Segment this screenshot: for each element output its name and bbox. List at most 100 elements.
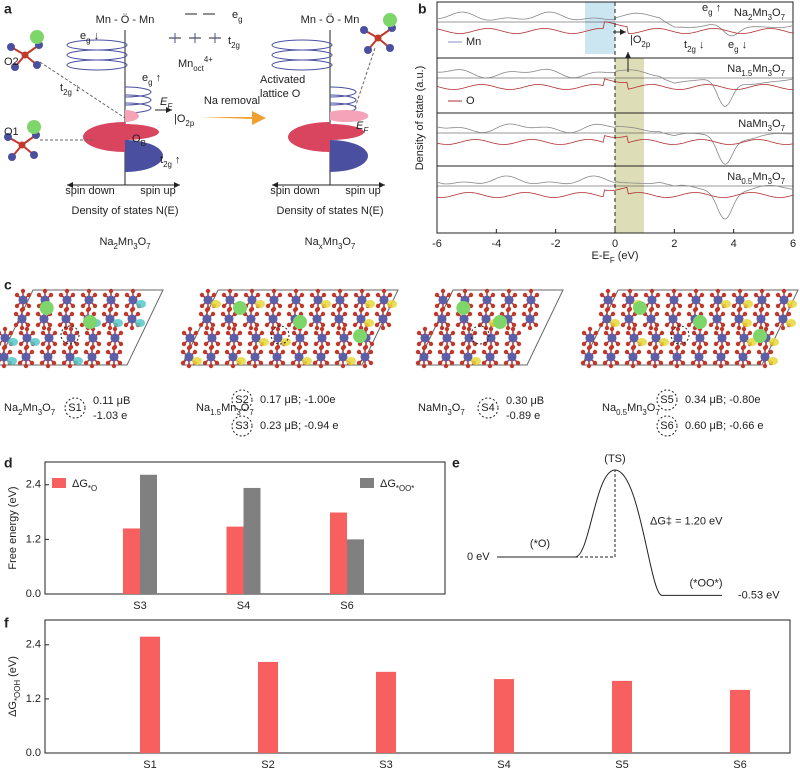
o-atom: [264, 311, 270, 317]
spin-density: [721, 300, 731, 308]
o-atom: [358, 307, 364, 313]
mn-atom: [88, 333, 98, 343]
o-atom: [80, 303, 86, 309]
dos-curve-mn: [436, 175, 794, 220]
o-atom: [96, 330, 102, 336]
energy-label: ΔG‡ = 1.20 eV: [650, 515, 723, 527]
o-atom: [114, 292, 120, 298]
mn-atom: [338, 352, 348, 362]
text-part: Mn: [752, 7, 767, 19]
mn-atom: [206, 352, 216, 362]
o-atom: [26, 303, 32, 309]
o-atom: [512, 292, 518, 298]
spin-density: [255, 300, 265, 308]
spin-density: [346, 357, 356, 365]
o-atom: [659, 330, 665, 336]
text-part: 2g: [687, 45, 696, 54]
o-atom: [258, 360, 264, 366]
spin-density: [236, 357, 246, 365]
eg-up-band: [329, 94, 357, 106]
axis-label: Density of states N(E): [277, 205, 384, 217]
o-atom: [237, 341, 243, 347]
text-part: 7: [460, 408, 464, 417]
band-label: eg ↓: [80, 30, 99, 45]
o-atom: [252, 363, 258, 369]
o-atom: [747, 330, 753, 336]
formula: Na2Mn3O7: [99, 236, 150, 251]
text-part: Na: [602, 402, 617, 414]
o-atom: [83, 360, 89, 366]
site-marker: [656, 389, 678, 411]
o-atom: [202, 360, 208, 366]
o-atom: [580, 360, 586, 366]
subpanel-label: Na2Mn3O7: [734, 7, 785, 22]
text-part: 2: [748, 13, 752, 22]
o-atom: [456, 292, 462, 298]
o-atom: [286, 311, 292, 317]
o-atom: [79, 311, 85, 317]
o-atom: [374, 322, 380, 328]
text-part: O: [772, 171, 781, 183]
o-atom: [224, 349, 230, 355]
o-atom: [655, 292, 661, 298]
mn-atom: [603, 295, 613, 305]
na-atom: [493, 315, 507, 329]
o-atom: [652, 363, 658, 369]
o-atom: [449, 360, 455, 366]
o-atom: [488, 326, 494, 332]
o-atom: [598, 311, 604, 317]
o-atom: [737, 288, 743, 294]
text-part: g: [708, 8, 712, 17]
o-atom: [746, 349, 752, 355]
o-atom: [106, 341, 112, 347]
o-atom: [533, 311, 539, 317]
o-atom: [686, 322, 692, 328]
o-atom: [25, 311, 31, 317]
o-atom: [39, 349, 45, 355]
o-atom: [658, 349, 664, 355]
o-atom: [23, 363, 29, 369]
spin-density: [364, 319, 374, 327]
o-atom: [714, 325, 720, 331]
mn-atom: [712, 314, 722, 324]
na-atom: [633, 301, 647, 315]
o-atom: [534, 292, 540, 298]
atom: [30, 151, 38, 159]
o-atom: [615, 341, 621, 347]
o-atom: [516, 330, 522, 336]
text-part: 7: [51, 408, 55, 417]
o-atom: [117, 349, 123, 355]
o-atom: [670, 325, 676, 331]
o-atom: [14, 303, 20, 309]
o-atom: [242, 322, 248, 328]
text-part: Na: [305, 236, 320, 248]
mn-atom: [251, 333, 261, 343]
o-atom: [63, 307, 69, 313]
o-atom: [258, 349, 264, 355]
text-part: (eV): [7, 656, 19, 680]
o-atom: [756, 349, 762, 355]
mn-atom: [650, 352, 660, 362]
mn-atom: [628, 352, 638, 362]
mn-atom: [481, 314, 491, 324]
o-atom: [2, 326, 8, 332]
spin-density: [302, 357, 312, 365]
y-axis-label: Free energy (eV): [7, 486, 19, 569]
o-atom: [19, 325, 25, 331]
o-atom: [67, 363, 73, 369]
o-atom: [445, 322, 451, 328]
o-atom: [764, 311, 770, 317]
mn-atom: [669, 295, 679, 305]
mn-atom: [84, 295, 94, 305]
o-atom: [680, 349, 686, 355]
mn-atom: [21, 352, 31, 362]
site-info: 0.30 μB: [506, 395, 544, 407]
site-marker: [60, 325, 80, 345]
o-atom: [365, 292, 371, 298]
o-atom: [269, 341, 275, 347]
o-atom: [84, 330, 90, 336]
mn-atom: [225, 295, 235, 305]
o-atom: [450, 330, 456, 336]
atom-label: O1: [4, 126, 19, 138]
o-atom: [308, 322, 314, 328]
